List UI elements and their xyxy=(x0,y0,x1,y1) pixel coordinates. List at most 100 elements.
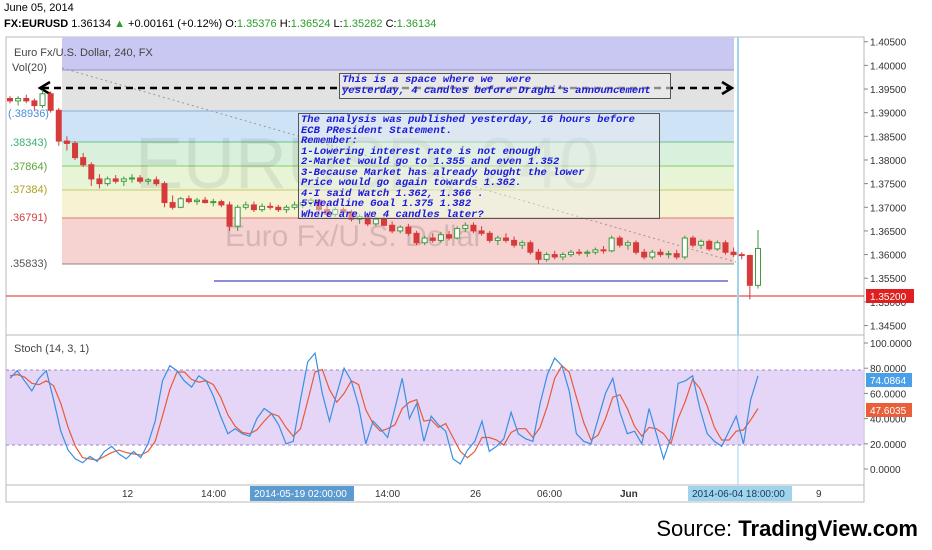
candle-body[interactable] xyxy=(194,199,200,203)
candle-body[interactable] xyxy=(96,178,103,185)
candle-body[interactable] xyxy=(128,177,135,180)
symbol-label[interactable]: FX:EURUSD xyxy=(4,18,69,30)
candle-body[interactable] xyxy=(169,202,176,208)
candle-body[interactable] xyxy=(551,254,558,258)
candle-body[interactable] xyxy=(592,249,599,253)
candle-body[interactable] xyxy=(381,218,387,226)
fibonacci-retracement[interactable] xyxy=(62,37,734,265)
candle-body[interactable] xyxy=(31,100,38,107)
candle-body[interactable] xyxy=(454,228,461,239)
candle-body[interactable] xyxy=(657,251,664,256)
candle-body[interactable] xyxy=(202,199,209,204)
time-range-start-badge[interactable] xyxy=(250,486,354,501)
candle-body[interactable] xyxy=(649,251,656,258)
candle-body[interactable] xyxy=(104,178,111,185)
candle-body[interactable] xyxy=(608,237,615,252)
candle-body[interactable] xyxy=(576,251,583,254)
candle-body[interactable] xyxy=(397,226,404,232)
candle-body[interactable] xyxy=(478,230,485,234)
candle-body[interactable] xyxy=(299,202,306,206)
candle-body[interactable] xyxy=(348,211,355,220)
candle-body[interactable] xyxy=(332,209,339,215)
candle-body[interactable] xyxy=(624,242,631,246)
candle-body[interactable] xyxy=(283,206,290,211)
candle-body[interactable] xyxy=(527,242,534,253)
candle-body[interactable] xyxy=(112,178,119,182)
candle-body[interactable] xyxy=(324,209,331,215)
candle-body[interactable] xyxy=(185,198,192,203)
candle-body[interactable] xyxy=(120,178,127,182)
candle-body[interactable] xyxy=(389,224,396,232)
candle-body[interactable] xyxy=(177,198,184,208)
candle-body[interactable] xyxy=(600,249,607,252)
candle-body[interactable] xyxy=(88,164,95,180)
annotation-top-box[interactable]: This is a space where we were yesterday,… xyxy=(339,73,671,99)
candle-body[interactable] xyxy=(673,253,680,258)
candle-body[interactable] xyxy=(519,242,526,246)
candle-body[interactable] xyxy=(738,254,745,257)
candle-body[interactable] xyxy=(470,224,477,232)
candle-body[interactable] xyxy=(494,237,501,241)
candle-body[interactable] xyxy=(681,237,688,258)
time-cursor-badge[interactable] xyxy=(688,486,792,501)
candle-body[interactable] xyxy=(145,179,152,182)
candle-body[interactable] xyxy=(307,199,314,204)
candle-body[interactable] xyxy=(511,239,518,246)
candle-body[interactable] xyxy=(405,226,412,234)
candle-body[interactable] xyxy=(462,224,469,230)
candle-body[interactable] xyxy=(315,199,322,211)
candle-body[interactable] xyxy=(218,201,225,206)
candle-body[interactable] xyxy=(413,232,420,244)
candle-body[interactable] xyxy=(755,247,761,286)
candle-body[interactable] xyxy=(356,216,363,220)
candle-body[interactable] xyxy=(568,251,574,256)
candle-body[interactable] xyxy=(137,177,144,182)
candle-body[interactable] xyxy=(15,97,22,102)
candle-body[interactable] xyxy=(242,204,249,208)
candle-body[interactable] xyxy=(259,205,266,211)
candles[interactable] xyxy=(7,89,761,300)
candle-body[interactable] xyxy=(730,251,737,256)
candle-body[interactable] xyxy=(437,234,444,241)
candle-body[interactable] xyxy=(250,204,257,211)
candle-body[interactable] xyxy=(746,255,753,286)
candle-body[interactable] xyxy=(665,253,672,256)
candle-body[interactable] xyxy=(559,254,566,258)
candle-body[interactable] xyxy=(72,142,79,159)
candle-body[interactable] xyxy=(161,183,168,204)
candle-body[interactable] xyxy=(210,201,217,204)
candle-body[interactable] xyxy=(722,242,729,253)
candle-body[interactable] xyxy=(421,237,428,244)
candle-body[interactable] xyxy=(364,216,371,225)
price-axis[interactable]: 1.40500 1.40000 1.39500 1.39000 1.38500 1.380… xyxy=(864,38,907,333)
candle-body[interactable] xyxy=(698,240,705,246)
candle-body[interactable] xyxy=(226,204,233,227)
candle-body[interactable] xyxy=(23,97,30,102)
candle-body[interactable] xyxy=(429,237,436,241)
candle-body[interactable] xyxy=(486,232,493,241)
candle-body[interactable] xyxy=(633,242,640,253)
candle-body[interactable] xyxy=(372,218,379,225)
candle-body[interactable] xyxy=(55,109,62,142)
candle-body[interactable] xyxy=(47,93,54,111)
annotation-main-box[interactable]: The analysis was published yesterday, 16… xyxy=(298,113,660,220)
candle-body[interactable] xyxy=(340,209,347,213)
candle-body[interactable] xyxy=(275,206,282,211)
candle-body[interactable] xyxy=(689,237,696,246)
trend-line[interactable] xyxy=(61,67,737,263)
candle-body[interactable] xyxy=(291,204,298,208)
candle-body[interactable] xyxy=(706,240,713,250)
candle-body[interactable] xyxy=(535,251,542,260)
candle-body[interactable] xyxy=(7,97,13,102)
candle-body[interactable] xyxy=(153,179,160,185)
candle-body[interactable] xyxy=(543,254,550,260)
candle-body[interactable] xyxy=(39,93,46,107)
candle-body[interactable] xyxy=(641,251,648,258)
candle-body[interactable] xyxy=(616,237,623,246)
candle-body[interactable] xyxy=(267,205,274,208)
candle-body[interactable] xyxy=(446,234,453,239)
candle-body[interactable] xyxy=(80,157,87,166)
candle-body[interactable] xyxy=(63,140,70,144)
candle-body[interactable] xyxy=(584,251,591,254)
